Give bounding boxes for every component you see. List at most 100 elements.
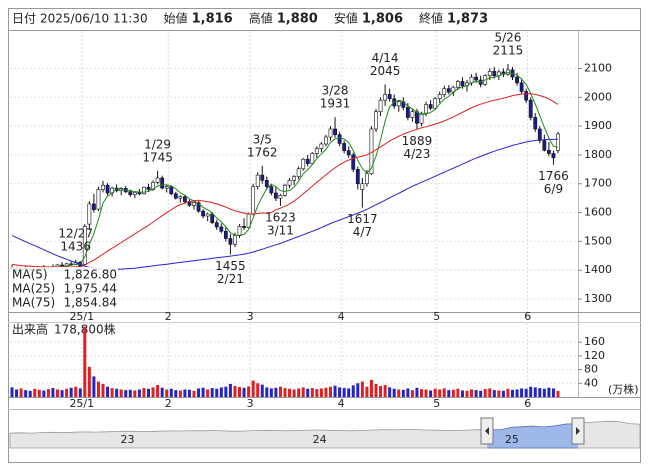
volume-bar xyxy=(201,387,205,397)
candle-body xyxy=(146,186,151,190)
volume-bar xyxy=(24,390,28,397)
x-tick-label: 2 xyxy=(165,310,172,323)
y-tick-label: 1800 xyxy=(584,148,612,161)
volume-bar xyxy=(96,381,100,397)
volume-bar xyxy=(533,387,537,397)
volume-bar xyxy=(497,390,501,397)
volume-bar xyxy=(374,383,378,397)
y-tick-label: 1500 xyxy=(584,234,612,247)
candle-body xyxy=(387,94,392,100)
volume-unit: (万株) xyxy=(608,382,639,396)
ma-line xyxy=(11,71,559,271)
annotation-date: 3/11 xyxy=(267,223,294,237)
volume-tick-label: 160 xyxy=(584,335,605,348)
volume-bar xyxy=(197,388,201,397)
volume-bar xyxy=(37,389,41,397)
volume-bar xyxy=(438,389,442,397)
volume-bar xyxy=(278,386,282,397)
annotation-value: 2115 xyxy=(493,44,524,58)
volume-bar xyxy=(46,389,50,397)
annotation-value: 1436 xyxy=(60,239,91,253)
volume-bar xyxy=(347,388,351,397)
volume-bar xyxy=(356,383,360,397)
candle-body xyxy=(92,203,96,210)
volume-bar xyxy=(447,390,451,397)
candle-body xyxy=(533,117,538,130)
navigator-label: 23 xyxy=(120,433,134,446)
x-tick-label: 3 xyxy=(247,397,254,410)
volume-bar xyxy=(187,389,191,397)
volume-bar xyxy=(183,389,187,397)
annotation-date: 6/9 xyxy=(544,182,563,196)
header-label: 日付 xyxy=(12,12,36,26)
candle-body xyxy=(228,238,233,245)
volume-bar xyxy=(515,389,519,397)
candle-body xyxy=(96,189,101,210)
navigator-label: 25 xyxy=(505,433,519,446)
candle-body xyxy=(283,184,287,196)
annotation-date: 4/7 xyxy=(353,225,372,239)
candle-body xyxy=(333,128,337,136)
header-value: 2025/06/10 11:30 xyxy=(40,12,148,26)
candle-body xyxy=(528,99,533,118)
volume-bar xyxy=(210,388,214,397)
volume-bar xyxy=(501,390,505,397)
volume-bar xyxy=(174,390,178,397)
volume-bar xyxy=(538,388,542,397)
volume-bar xyxy=(101,383,105,397)
volume-bar xyxy=(65,388,69,397)
grid xyxy=(10,31,578,397)
volume-bar xyxy=(87,366,91,397)
candle-body xyxy=(551,153,556,159)
volume-bar xyxy=(483,389,487,397)
volume-bar xyxy=(219,387,223,397)
y-tick-label: 2100 xyxy=(584,61,612,74)
y-tick-label: 1600 xyxy=(584,206,612,219)
y-tick-label: 1300 xyxy=(584,292,612,305)
candle-body xyxy=(178,196,183,199)
volume-bar xyxy=(474,390,478,397)
volume-bar xyxy=(15,389,19,397)
candle-body xyxy=(219,226,224,232)
annotation-date: 4/14 xyxy=(372,51,399,65)
volume-bar xyxy=(142,388,146,397)
candle-body xyxy=(169,186,174,195)
candle-body xyxy=(383,94,388,101)
volume-bar xyxy=(338,387,342,397)
candle-body xyxy=(137,192,142,195)
labels: 1300 1400 1500 1600 1700 1800 1900 2000 2100 4080… xyxy=(58,31,638,410)
candle-body xyxy=(314,148,319,154)
volume-bar xyxy=(492,390,496,397)
candle-body xyxy=(196,202,201,212)
volume-bar xyxy=(460,390,464,397)
annotation-date: 3/5 xyxy=(253,132,272,146)
candle-body xyxy=(537,128,542,141)
candle-body xyxy=(396,101,401,107)
x-tick-label: 4 xyxy=(338,310,345,323)
volume-bar xyxy=(42,390,46,397)
volume-bar xyxy=(547,387,551,397)
candle-body xyxy=(546,150,551,154)
volume-bar xyxy=(479,390,483,397)
candle-body xyxy=(273,192,278,199)
volume-bar xyxy=(33,388,37,397)
candle-body xyxy=(324,136,328,145)
legend-value: 1,854.84 xyxy=(64,296,117,310)
candle-body xyxy=(346,150,351,156)
volume-bar xyxy=(324,387,328,397)
candle-body xyxy=(237,226,242,236)
candle-body xyxy=(351,154,356,170)
legend-name: MA(25) xyxy=(12,282,55,296)
volume-bar xyxy=(397,389,401,397)
navigator-label: 24 xyxy=(313,433,327,446)
volume-bar xyxy=(488,388,492,397)
candle-body xyxy=(556,133,560,151)
candle-body xyxy=(173,193,178,199)
volume-bar xyxy=(465,390,469,397)
volume-bar xyxy=(392,388,396,397)
volume-bar xyxy=(542,388,546,397)
volume-bar xyxy=(78,388,82,397)
candle-body xyxy=(183,196,187,202)
volume-bar xyxy=(470,389,474,397)
